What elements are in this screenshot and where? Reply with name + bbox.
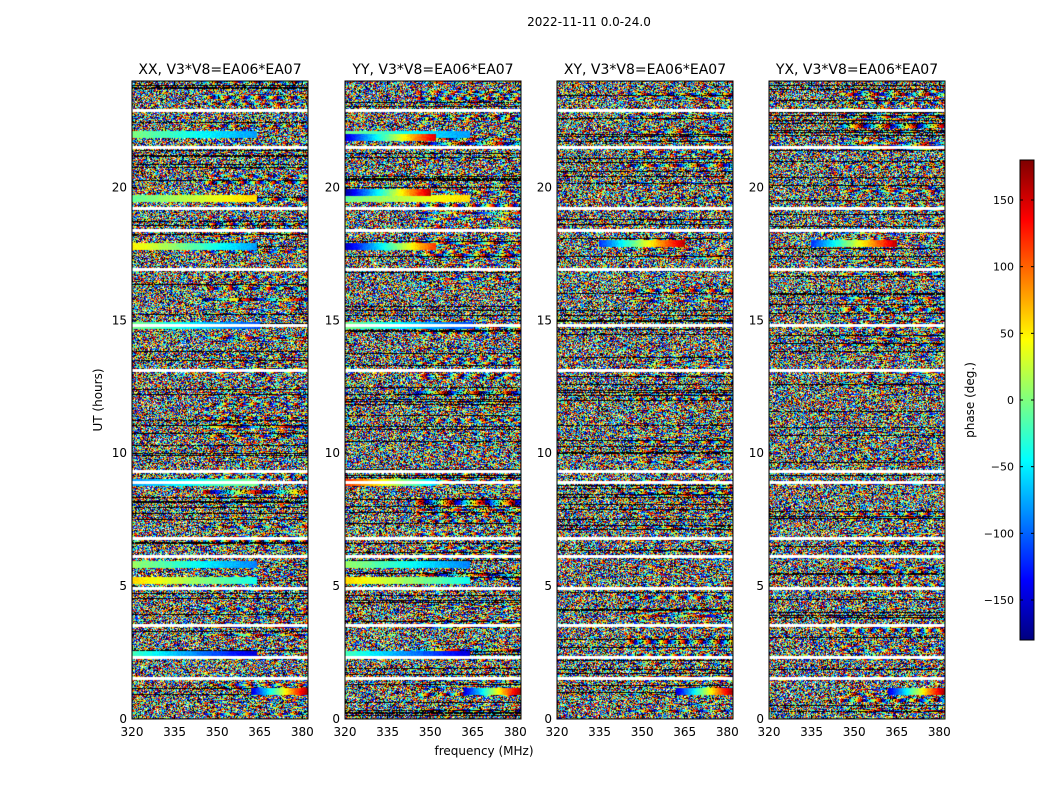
x-tick-label: 380 — [716, 725, 739, 739]
figure-suptitle: 2022-11-11 0.0-24.0 — [527, 15, 651, 29]
colorbar-tick-label: 150 — [993, 194, 1014, 207]
colorbar-tick-label: −150 — [984, 594, 1014, 607]
x-axis-label: frequency (MHz) — [434, 744, 533, 758]
y-tick-label: 15 — [325, 313, 340, 327]
panel-title: XY, V3*V8=EA06*EA07 — [564, 62, 726, 78]
colorbar: 150 100 50 0 −50 −100 −150 — [984, 159, 1035, 641]
x-tick-label: 365 — [461, 725, 484, 739]
phase-heatmap-yx — [769, 81, 945, 719]
x-tick-label: 335 — [163, 725, 186, 739]
y-tick-label: 0 — [756, 712, 764, 726]
y-tick-label: 0 — [544, 712, 552, 726]
colorbar-tick-label: −50 — [991, 461, 1014, 474]
x-tick-label: 335 — [588, 725, 611, 739]
panel-title: YY, V3*V8=EA06*EA07 — [351, 62, 513, 78]
x-tick-label: 365 — [673, 725, 696, 739]
phase-heatmap-xy — [557, 81, 733, 719]
colorbar-tick-label: 100 — [993, 261, 1014, 274]
x-tick-label: 335 — [800, 725, 823, 739]
y-tick-label: 20 — [325, 180, 340, 194]
panel-frame — [556, 80, 734, 720]
y-axis-label: UT (hours) — [91, 368, 105, 431]
y-tick-label: 5 — [756, 579, 764, 593]
x-tick-label: 380 — [504, 725, 527, 739]
y-tick-label: 5 — [544, 579, 552, 593]
y-tick-label: 20 — [112, 180, 127, 194]
x-tick-label: 320 — [758, 725, 781, 739]
panel-xx: XX, V3*V8=EA06*EA07 320 335 350 365 380 0 5 10 15… — [112, 62, 314, 739]
phase-heatmap-xx — [132, 81, 308, 719]
x-tick-label: 380 — [291, 725, 314, 739]
y-tick-label: 0 — [332, 712, 340, 726]
phase-heatmap-yy — [345, 81, 521, 719]
panel-xy: XY, V3*V8=EA06*EA07 320 335 350 365 380 0 5 10 15… — [537, 62, 739, 739]
y-tick-label: 10 — [749, 446, 764, 460]
y-tick-label: 10 — [537, 446, 552, 460]
y-tick-label: 15 — [749, 313, 764, 327]
y-tick-label: 15 — [537, 313, 552, 327]
colorbar-tick-label: 50 — [1000, 327, 1014, 340]
x-tick-label: 320 — [121, 725, 144, 739]
panel-frame — [131, 80, 309, 720]
panels-group: XX, V3*V8=EA06*EA07 320 335 350 365 380 0 5 10 15… — [112, 62, 951, 739]
y-tick-label: 0 — [119, 712, 127, 726]
x-tick-label: 350 — [631, 725, 654, 739]
panel-title: YX, V3*V8=EA06*EA07 — [775, 62, 938, 78]
y-tick-label: 10 — [325, 446, 340, 460]
y-tick-label: 5 — [119, 579, 127, 593]
y-tick-label: 10 — [112, 446, 127, 460]
y-tick-label: 20 — [537, 180, 552, 194]
panel-yx: YX, V3*V8=EA06*EA07 320 335 350 365 380 0 5 10 15… — [749, 62, 951, 739]
panel-yy: YY, V3*V8=EA06*EA07 320 335 350 365 380 0 5 10 15… — [325, 62, 527, 739]
x-tick-label: 350 — [843, 725, 866, 739]
panel-frame — [768, 80, 946, 720]
x-tick-label: 320 — [334, 725, 357, 739]
x-tick-label: 380 — [928, 725, 951, 739]
x-tick-label: 350 — [206, 725, 229, 739]
colorbar-tick-label: 0 — [1007, 394, 1014, 407]
colorbar-tick-label: −100 — [984, 527, 1014, 540]
y-tick-label: 20 — [749, 180, 764, 194]
x-tick-label: 350 — [419, 725, 442, 739]
y-tick-label: 5 — [332, 579, 340, 593]
panel-frame — [344, 80, 522, 720]
y-tick-label: 15 — [112, 313, 127, 327]
colorbar-label: phase (deg.) — [963, 362, 977, 438]
x-tick-label: 335 — [376, 725, 399, 739]
x-tick-label: 365 — [248, 725, 271, 739]
x-tick-label: 365 — [885, 725, 908, 739]
x-tick-label: 320 — [546, 725, 569, 739]
panel-title: XX, V3*V8=EA06*EA07 — [138, 62, 301, 78]
